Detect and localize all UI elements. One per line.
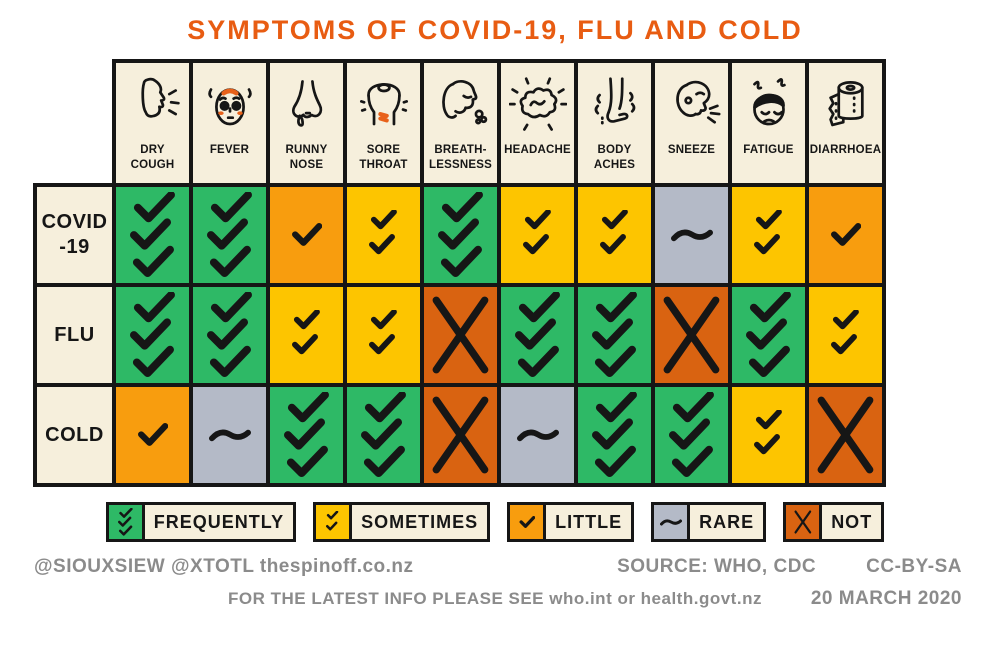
row-label-covid-19: COVID -19 (33, 183, 116, 287)
cell-covid-19-runny-nose (266, 183, 347, 287)
legend-item-little: LITTLE (507, 502, 635, 542)
column-header-body-aches: BODY ACHES (574, 59, 655, 187)
column-label: FATIGUE (743, 144, 794, 156)
legend-label-sometimes: SOMETIMES (361, 511, 479, 532)
cell-covid-19-body-aches (574, 183, 655, 287)
breathlessness-icon (424, 63, 497, 143)
legend-label-not: NOT (831, 511, 873, 532)
fatigue-icon (732, 63, 805, 143)
table-row-covid-19: COVID -19 (33, 183, 886, 287)
legend: FREQUENTLY SOMETIMES LITTLE RARE NOT (0, 502, 990, 542)
cell-flu-fever (189, 283, 270, 387)
legend-swatch-little (510, 505, 547, 539)
column-header-fatigue: FATIGUE (728, 59, 809, 187)
sore-throat-icon (347, 63, 420, 143)
column-label: HEADACHE (504, 144, 571, 156)
legend-item-not: NOT (783, 502, 885, 542)
cell-cold-sore-throat (343, 383, 424, 487)
runny-nose-icon (270, 63, 343, 143)
legend-label-rare: RARE (699, 511, 755, 532)
column-header-dry-cough: DRY COUGH (112, 59, 193, 187)
column-header-sore-throat: SORE THROAT (343, 59, 424, 187)
column-label: BODY ACHES (593, 144, 636, 171)
cell-cold-dry-cough (112, 383, 193, 487)
cell-covid-19-dry-cough (112, 183, 193, 287)
dry-cough-icon (116, 63, 189, 143)
footer-credits-row: @SIOUXSIEW @XTOTL thespinoff.co.nz SOURC… (34, 556, 962, 578)
column-label: DRY COUGH (130, 144, 175, 171)
cell-cold-diarrhoea (805, 383, 886, 487)
cell-covid-19-fever (189, 183, 270, 287)
column-header-runny-nose: RUNNY NOSE (266, 59, 347, 187)
cell-cold-fever (189, 383, 270, 487)
table-corner (35, 61, 114, 185)
footer-info-row: FOR THE LATEST INFO PLEASE SEE who.int o… (0, 588, 990, 609)
column-label: FEVER (209, 144, 250, 156)
table-row-cold: COLD (33, 383, 886, 487)
cell-cold-fatigue (728, 383, 809, 487)
headache-icon (501, 63, 574, 143)
legend-swatch-rare (654, 505, 691, 539)
cell-covid-19-sore-throat (343, 183, 424, 287)
table-row-flu: FLU (33, 283, 886, 387)
cell-covid-19-headache (497, 183, 578, 287)
date-label: 20 MARCH 2020 (810, 588, 962, 609)
cell-flu-fatigue (728, 283, 809, 387)
cell-flu-body-aches (574, 283, 655, 387)
sneeze-icon (655, 63, 728, 143)
row-label-cold: COLD (33, 383, 116, 487)
legend-swatch-frequently (108, 505, 145, 539)
cell-cold-headache (497, 383, 578, 487)
source-text: SOURCE: WHO, CDC (617, 556, 817, 577)
license-text: CC-BY-SA (866, 556, 962, 577)
cell-flu-dry-cough (112, 283, 193, 387)
fever-icon (193, 63, 266, 143)
cell-cold-breath-lessness (420, 383, 501, 487)
legend-item-rare: RARE (651, 502, 767, 542)
column-label: SORE THROAT (359, 144, 408, 171)
cell-flu-runny-nose (266, 283, 347, 387)
column-header-headache: HEADACHE (497, 59, 578, 187)
column-label: RUNNY NOSE (285, 144, 328, 171)
page-title: SYMPTOMS OF COVID-19, FLU AND COLD (187, 15, 803, 45)
legend-label-little: LITTLE (555, 511, 623, 532)
column-label: BREATH- LESSNESS (429, 144, 492, 171)
cell-flu-breath-lessness (420, 283, 501, 387)
column-label: SNEEZE (667, 144, 716, 156)
legend-item-frequently: FREQUENTLY (105, 502, 297, 542)
legend-item-sometimes: SOMETIMES (313, 502, 491, 542)
legend-swatch-not (786, 505, 823, 539)
cell-flu-sneeze (651, 283, 732, 387)
cell-flu-diarrhoea (805, 283, 886, 387)
body-aches-icon (578, 63, 651, 143)
cell-flu-headache (497, 283, 578, 387)
credits-text: @SIOUXSIEW @XTOTL thespinoff.co.nz (34, 556, 414, 577)
cell-covid-19-diarrhoea (805, 183, 886, 287)
column-header-fever: FEVER (189, 59, 270, 187)
symptom-table: DRY COUGH FEVER RUNNY NOSE SORE THROAT BREAT… (33, 59, 886, 487)
cell-covid-19-breath-lessness (420, 183, 501, 287)
legend-label-frequently: FREQUENTLY (153, 511, 285, 532)
column-header-diarrhoea: DIARRHOEA (805, 59, 886, 187)
cell-cold-body-aches (574, 383, 655, 487)
info-note: FOR THE LATEST INFO PLEASE SEE who.int o… (228, 589, 762, 608)
table-header-row: DRY COUGH FEVER RUNNY NOSE SORE THROAT BREAT… (35, 59, 886, 187)
column-header-breath-lessness: BREATH- LESSNESS (420, 59, 501, 187)
row-label-flu: FLU (33, 283, 116, 387)
cell-covid-19-sneeze (651, 183, 732, 287)
cell-cold-sneeze (651, 383, 732, 487)
cell-covid-19-fatigue (728, 183, 809, 287)
column-label: DIARRHOEA (809, 144, 882, 156)
diarrhoea-icon (809, 63, 882, 143)
cell-cold-runny-nose (266, 383, 347, 487)
cell-flu-sore-throat (343, 283, 424, 387)
column-header-sneeze: SNEEZE (651, 59, 732, 187)
legend-swatch-sometimes (316, 505, 353, 539)
